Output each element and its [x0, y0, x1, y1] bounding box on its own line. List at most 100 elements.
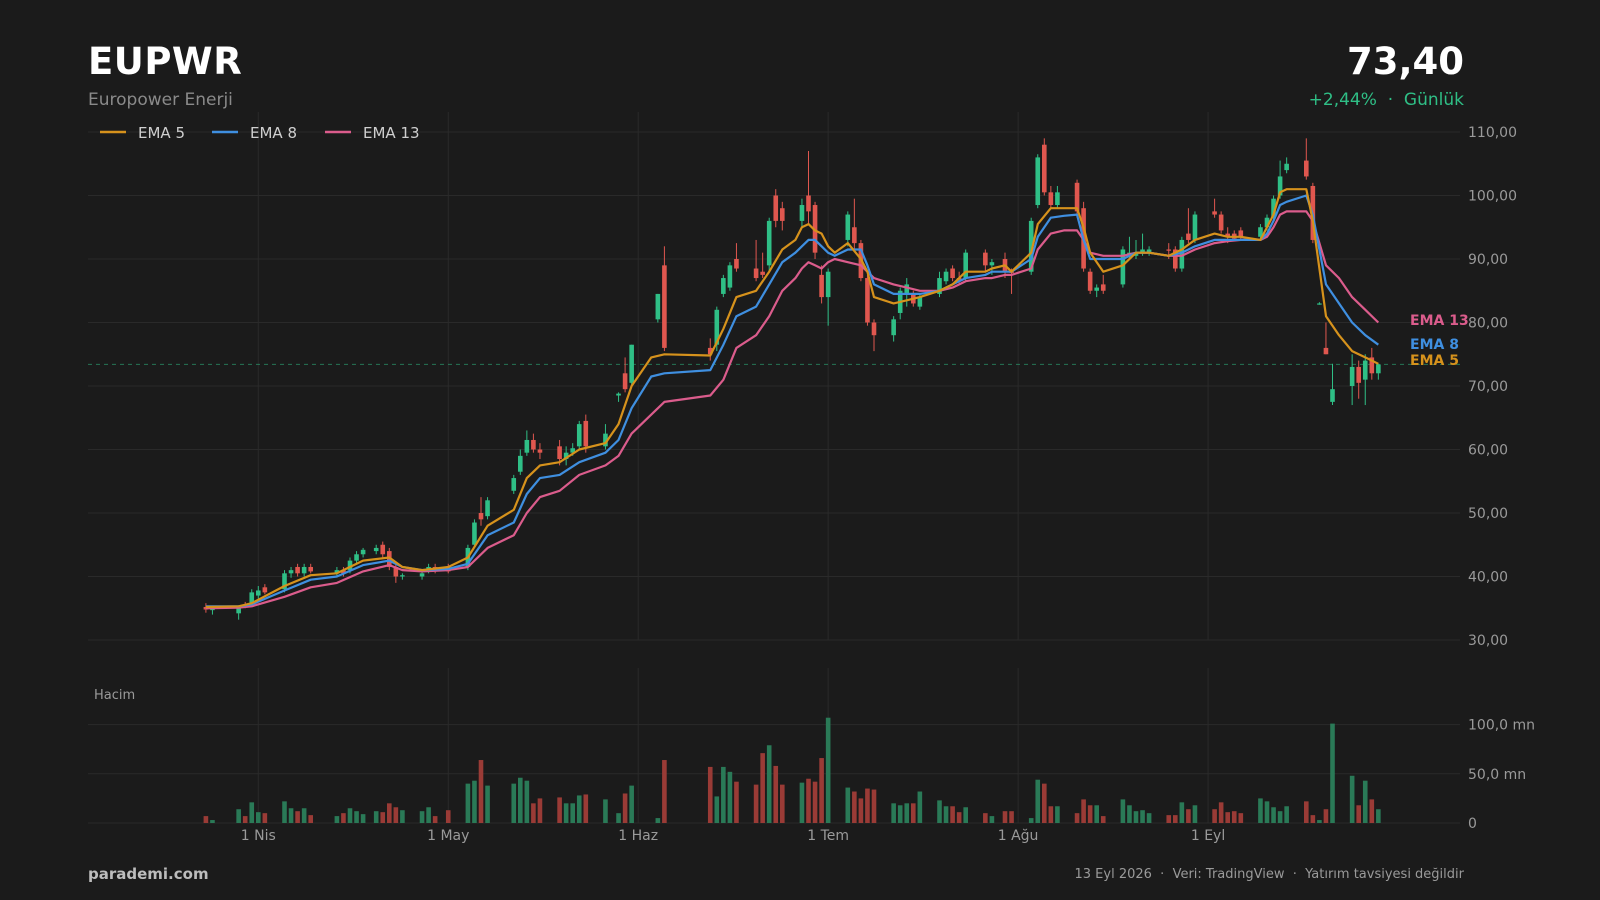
volume-bar — [511, 783, 517, 823]
price-tick-label: 90,00 — [1468, 252, 1508, 268]
volume-bar — [858, 798, 864, 823]
volume-bar — [360, 814, 366, 823]
brand-logo-text[interactable]: parademi.com — [88, 865, 209, 883]
volume-bar — [1081, 799, 1086, 823]
volume-bar — [1028, 818, 1034, 823]
volume-bar — [465, 783, 471, 823]
candle-body — [1218, 214, 1224, 231]
volume-bar — [445, 810, 451, 823]
volume-bar — [334, 816, 340, 823]
candle-body — [518, 455, 523, 472]
time-tick-label: 1 Nis — [241, 828, 276, 844]
candle-body — [1120, 249, 1126, 285]
volume-bar — [288, 808, 294, 823]
candle-body — [917, 297, 923, 307]
time-axis: 1 Nis 1 May 1 Haz 1 Tem 1 Ağu 1 Eyl — [241, 828, 1225, 844]
volume-bar — [603, 799, 608, 823]
volume-bar — [1120, 799, 1126, 823]
volume-bar — [799, 782, 805, 823]
candle-body — [524, 439, 530, 453]
candle-body — [576, 424, 582, 447]
volume-bar — [478, 760, 484, 823]
candle-body — [1192, 214, 1198, 240]
candle-body — [1087, 271, 1093, 291]
candle-body — [773, 195, 779, 221]
volume-bar — [1133, 811, 1139, 823]
time-tick-label: 1 Ağu — [998, 828, 1039, 844]
candle-body — [236, 608, 241, 614]
candle-body — [308, 566, 313, 572]
candle-body — [570, 448, 575, 453]
volume-bar — [917, 791, 923, 823]
candle-body — [380, 544, 386, 555]
volume-bar — [1140, 810, 1145, 823]
candle-body — [819, 274, 824, 298]
candle-body — [373, 547, 379, 552]
volume-bars — [203, 717, 1381, 823]
volume-bar — [1317, 820, 1322, 823]
volume-bar — [419, 811, 425, 823]
candle-body — [806, 195, 811, 212]
volume-bar — [1074, 813, 1080, 823]
volume-bar — [1349, 775, 1355, 823]
candle-body — [937, 278, 942, 294]
volume-bar — [1330, 723, 1335, 823]
candle-body — [845, 214, 851, 240]
candle-body — [825, 271, 831, 298]
volume-bar — [616, 813, 621, 823]
volume-bar — [1284, 806, 1289, 823]
volume-bar — [734, 781, 739, 823]
last-price: 73,40 — [1346, 40, 1464, 83]
volume-bar — [308, 815, 313, 823]
candle-body — [721, 278, 726, 294]
volume-bar — [1035, 779, 1041, 823]
candle-body — [1166, 249, 1172, 251]
candle-body — [1376, 364, 1381, 374]
price-tick-label: 80,00 — [1468, 316, 1508, 332]
candle-body — [1173, 249, 1178, 269]
volume-bar — [426, 807, 431, 823]
volume-bar — [295, 811, 300, 823]
volume-bar — [1212, 809, 1217, 823]
candle-body — [301, 566, 307, 574]
candle-body — [288, 570, 294, 574]
candle-body — [557, 446, 562, 460]
volume-bar — [983, 813, 988, 823]
volume-bar — [956, 812, 962, 823]
candle-body — [871, 322, 877, 336]
candle-body — [1330, 389, 1335, 402]
volume-bar — [714, 796, 720, 823]
volume-bar — [780, 784, 785, 823]
volume-bar — [721, 766, 726, 823]
candle-body — [387, 551, 392, 567]
ema-8-line — [205, 194, 1379, 608]
volume-bar — [1087, 805, 1093, 823]
volume-bar — [1376, 809, 1381, 823]
volume-bar — [380, 812, 386, 823]
candle-body — [603, 433, 608, 447]
volume-bar — [576, 795, 582, 823]
volume-bar — [242, 816, 248, 823]
volume-bar — [766, 745, 772, 823]
candle-body — [393, 566, 399, 577]
volume-bar — [432, 816, 438, 823]
volume-bar — [655, 818, 661, 823]
price-tick-label: 70,00 — [1468, 379, 1508, 395]
volume-bar — [400, 810, 405, 823]
time-tick-label: 1 Eyl — [1191, 828, 1225, 844]
candle-body — [354, 554, 359, 561]
volume-bar — [897, 805, 903, 823]
volume-bar — [1166, 815, 1172, 823]
candle-body — [1258, 227, 1263, 237]
volume-bar — [1323, 809, 1329, 823]
price-change: +2,44% · Günlük — [1308, 90, 1464, 110]
volume-bar — [937, 800, 942, 823]
candle-body — [485, 500, 490, 517]
candle-body — [1133, 252, 1139, 256]
volume-bar — [472, 780, 477, 823]
candle-body — [419, 573, 425, 577]
candle-body — [753, 268, 759, 279]
volume-bar — [1218, 802, 1224, 823]
